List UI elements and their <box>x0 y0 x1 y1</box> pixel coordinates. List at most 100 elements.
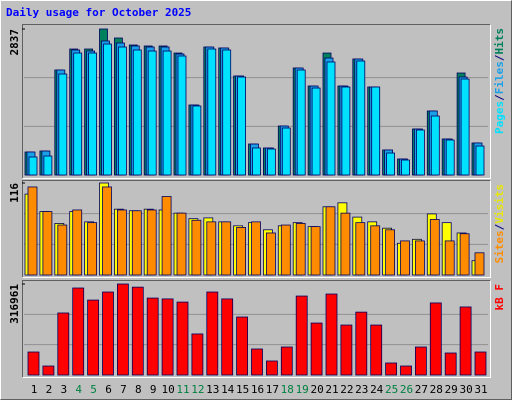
bar <box>131 210 142 276</box>
panel-edge-light <box>22 180 491 278</box>
bar <box>460 78 470 176</box>
chart-title: Daily usage for October 2025 <box>6 6 191 19</box>
bar <box>207 48 217 176</box>
bar <box>280 224 291 276</box>
bar <box>280 346 293 376</box>
bar <box>340 324 353 376</box>
bar <box>401 159 410 176</box>
bar <box>206 221 217 276</box>
bar <box>146 209 157 276</box>
legend: kB F <box>493 284 506 311</box>
legend-separator: / <box>493 223 506 230</box>
x-tick-label: 22 <box>340 383 353 396</box>
legend-entry: Hits <box>493 28 506 55</box>
bar <box>88 52 97 176</box>
bar <box>459 306 472 376</box>
bar <box>58 73 68 176</box>
x-tick-label: 18 <box>281 383 294 396</box>
bar <box>251 221 261 276</box>
x-tick-label: 23 <box>355 383 368 396</box>
bar <box>147 50 157 176</box>
x-tick-label: 6 <box>105 383 112 396</box>
x-tick-label: 7 <box>120 383 127 396</box>
bar <box>73 52 83 176</box>
x-tick-label: 29 <box>445 383 458 396</box>
bar <box>414 240 425 276</box>
bar <box>475 145 485 176</box>
bar <box>206 291 219 376</box>
panel-edge-dark <box>22 280 491 378</box>
bar <box>161 196 172 276</box>
panel-edge-dark <box>22 24 491 179</box>
bar <box>43 155 53 176</box>
bar <box>27 186 38 276</box>
bar <box>414 346 427 376</box>
bar <box>400 240 410 276</box>
bar <box>281 127 291 176</box>
x-tick-label: 26 <box>400 383 413 396</box>
bar <box>102 186 112 276</box>
x-tick-label: 4 <box>75 383 82 396</box>
bar <box>370 225 381 276</box>
bar <box>42 211 53 276</box>
bar <box>310 226 321 276</box>
bar <box>146 297 159 376</box>
bar <box>444 240 455 276</box>
bar <box>296 69 306 176</box>
bar <box>474 252 485 276</box>
legend-entry: Sites <box>493 230 506 263</box>
bar <box>222 49 232 176</box>
bar <box>117 209 127 276</box>
bar <box>192 105 202 176</box>
legend: Sites/Visits <box>493 184 506 264</box>
x-tick-label: 16 <box>251 383 264 396</box>
bar <box>191 219 202 276</box>
legend-entry: kB F <box>493 284 506 311</box>
bar <box>132 49 142 176</box>
y-tick-label: 316961 <box>8 284 21 324</box>
bar <box>459 233 470 276</box>
x-tick-label: 31 <box>474 383 487 396</box>
bar <box>72 209 83 276</box>
bar <box>371 86 381 176</box>
bar <box>57 224 68 276</box>
bar <box>162 50 172 176</box>
panel-edge-light <box>22 24 491 179</box>
bar <box>355 222 366 276</box>
bar <box>325 206 336 276</box>
bar <box>237 76 247 176</box>
x-tick-label: 12 <box>191 383 204 396</box>
bar <box>400 365 412 376</box>
bar <box>295 223 306 276</box>
x-tick-label: 15 <box>236 383 249 396</box>
bar <box>341 86 351 176</box>
bar <box>251 348 263 376</box>
legend: Pages/Files/Hits <box>493 28 506 134</box>
x-tick-label: 2 <box>46 383 53 396</box>
bar <box>325 293 338 376</box>
bar <box>28 156 38 176</box>
bar <box>236 316 249 376</box>
legend-separator: / <box>493 54 506 61</box>
bar <box>252 147 261 176</box>
legend-entry: Files <box>493 61 506 94</box>
bar <box>415 129 425 176</box>
bar <box>385 229 396 276</box>
bar <box>57 312 70 376</box>
bar <box>87 299 99 376</box>
bar <box>191 333 204 376</box>
bar <box>265 360 278 376</box>
bar <box>236 227 247 276</box>
bar <box>326 61 336 176</box>
bar <box>72 287 85 376</box>
x-tick-label: 3 <box>60 383 67 396</box>
legend-entry: Pages <box>493 101 506 134</box>
bar <box>117 283 129 376</box>
bar <box>356 60 366 176</box>
panel-edge-dark <box>22 180 491 278</box>
x-tick-label: 10 <box>161 383 174 396</box>
x-tick-label: 5 <box>90 383 97 396</box>
bar <box>430 115 440 176</box>
bar <box>42 365 55 376</box>
